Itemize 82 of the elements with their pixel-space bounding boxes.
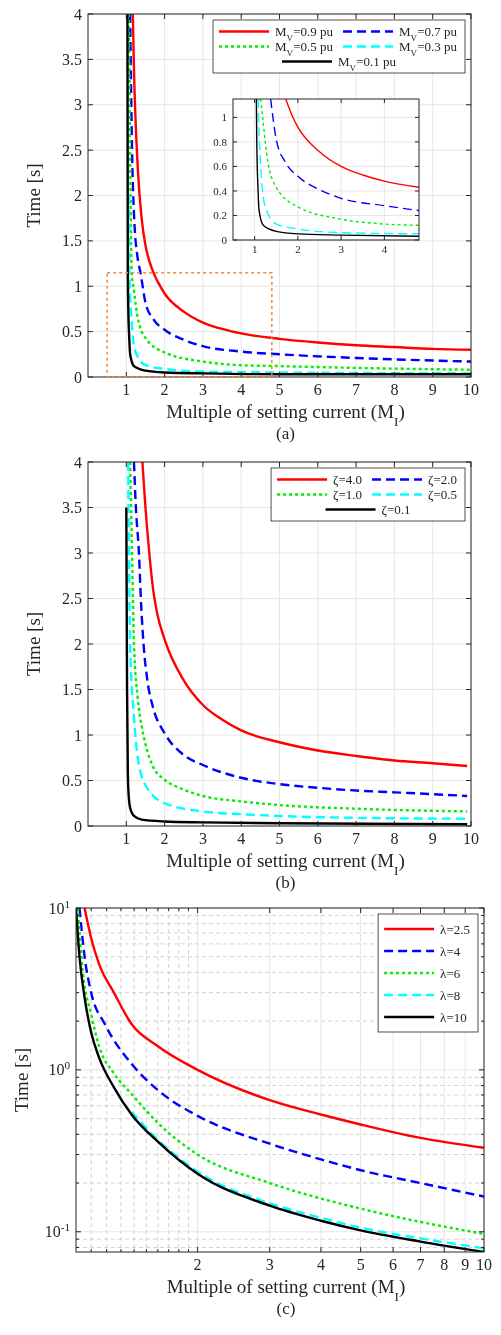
y-tick-label: 2.5: [62, 141, 82, 159]
legend-label: ζ=0.5: [428, 487, 457, 503]
x-tick-label: 10: [463, 830, 479, 848]
x-tick-label: 3: [338, 242, 345, 255]
y-tick-label: 0.5: [62, 772, 82, 790]
legend-label: M$_{V}$=0.7 pu: [399, 24, 458, 44]
y-tick-label: 1: [74, 726, 82, 744]
x-tick-label: 6: [313, 830, 322, 848]
x-tick-label: 6: [389, 1256, 398, 1274]
x-tick-label: 4: [316, 1256, 325, 1274]
x-tick-label: 7: [352, 381, 361, 399]
y-tick-label: 0.2: [213, 209, 227, 222]
y-tick-label: 0.6: [213, 160, 228, 173]
y-tick-label: 4: [74, 5, 82, 23]
y-tick-label: 10$^{0}$: [48, 1059, 71, 1079]
line-series: [127, 194, 471, 375]
y-tick-label: 3: [74, 96, 82, 114]
legend-label: M$_{V}$=0.1 pu: [338, 54, 397, 74]
x-tick-label: 3: [198, 381, 207, 399]
x-tick-label: 1: [122, 830, 131, 848]
x-tick-label: 1: [122, 381, 131, 399]
y-tick-label: 3.5: [62, 499, 82, 517]
legend-label: λ=4: [440, 943, 461, 959]
legend-label: ζ=2.0: [428, 472, 457, 488]
y-tick-label: 0.5: [62, 323, 82, 341]
legend-label: λ=10: [440, 1009, 467, 1025]
y-tick-label: 2: [74, 635, 82, 653]
x-tick-label: 8: [440, 1256, 449, 1274]
y-tick-label: 10$^{-1}$: [44, 1221, 70, 1241]
x-tick-label: 4: [237, 381, 246, 399]
text: (c): [276, 1299, 296, 1318]
legend-label: λ=8: [440, 987, 461, 1003]
x-tick-label: 2: [193, 1256, 202, 1274]
x-tick-label: 10: [476, 1256, 492, 1274]
legend-label: M$_{V}$=0.9 pu: [275, 24, 334, 44]
y-tick-label: 1.5: [62, 681, 82, 699]
x-tick-label: 3: [198, 830, 207, 848]
y-axis-title: Time [s]: [23, 163, 44, 228]
legend-label: λ=2.5: [440, 921, 470, 937]
legend-label: ζ=4.0: [333, 472, 363, 488]
x-tick-label: 9: [428, 381, 437, 399]
legend-label: λ=6: [440, 965, 461, 981]
y-axis-title: Time [s]: [23, 611, 44, 677]
x-tick-label: 4: [381, 242, 388, 255]
y-axis-title: Time [s]: [11, 1047, 32, 1113]
x-tick-label: 4: [237, 830, 246, 848]
y-tick-label: 0.4: [213, 184, 228, 197]
y-tick-label: 0: [221, 233, 228, 246]
y-tick-label: 1.5: [62, 232, 82, 250]
x-tick-label: 5: [275, 381, 284, 399]
y-tick-label: 1: [221, 111, 227, 124]
y-tick-label: 3.5: [62, 50, 82, 68]
x-tick-label: 7: [352, 830, 361, 848]
y-tick-label: 0: [74, 817, 82, 835]
x-tick-label: 1: [251, 242, 258, 255]
y-tick-label: 2: [74, 187, 82, 205]
legend-label: ζ=1.0: [333, 487, 363, 503]
y-tick-label: 2.5: [62, 590, 82, 608]
x-tick-label: 9: [428, 830, 437, 848]
line-series: [269, 99, 419, 212]
x-tick-label: 5: [275, 830, 284, 848]
x-tick-label: 8: [390, 381, 399, 399]
y-tick-label: 0: [74, 368, 82, 386]
y-tick-label: 3: [74, 544, 82, 562]
x-tick-label: 5: [356, 1256, 365, 1274]
y-tick-label: 10$^{1}$: [48, 897, 70, 917]
x-tick-label: 2: [160, 830, 169, 848]
text: (a): [276, 424, 295, 443]
x-tick-label: 7: [416, 1256, 425, 1274]
y-tick-label: 1: [74, 277, 82, 295]
x-tick-label: 2: [160, 381, 169, 399]
x-tick-label: 2: [295, 242, 301, 255]
y-tick-label: 4: [74, 453, 82, 471]
line-series: [285, 99, 419, 188]
legend-label: ζ=0.1: [381, 502, 411, 518]
y-tick-label: 0.8: [213, 135, 228, 148]
x-tick-label: 8: [390, 830, 399, 848]
x-tick-label: 10: [463, 381, 479, 399]
x-tick-label: 6: [313, 381, 322, 399]
x-tick-label: 9: [461, 1256, 470, 1274]
text: (b): [275, 873, 296, 892]
x-tick-label: 3: [265, 1256, 274, 1274]
